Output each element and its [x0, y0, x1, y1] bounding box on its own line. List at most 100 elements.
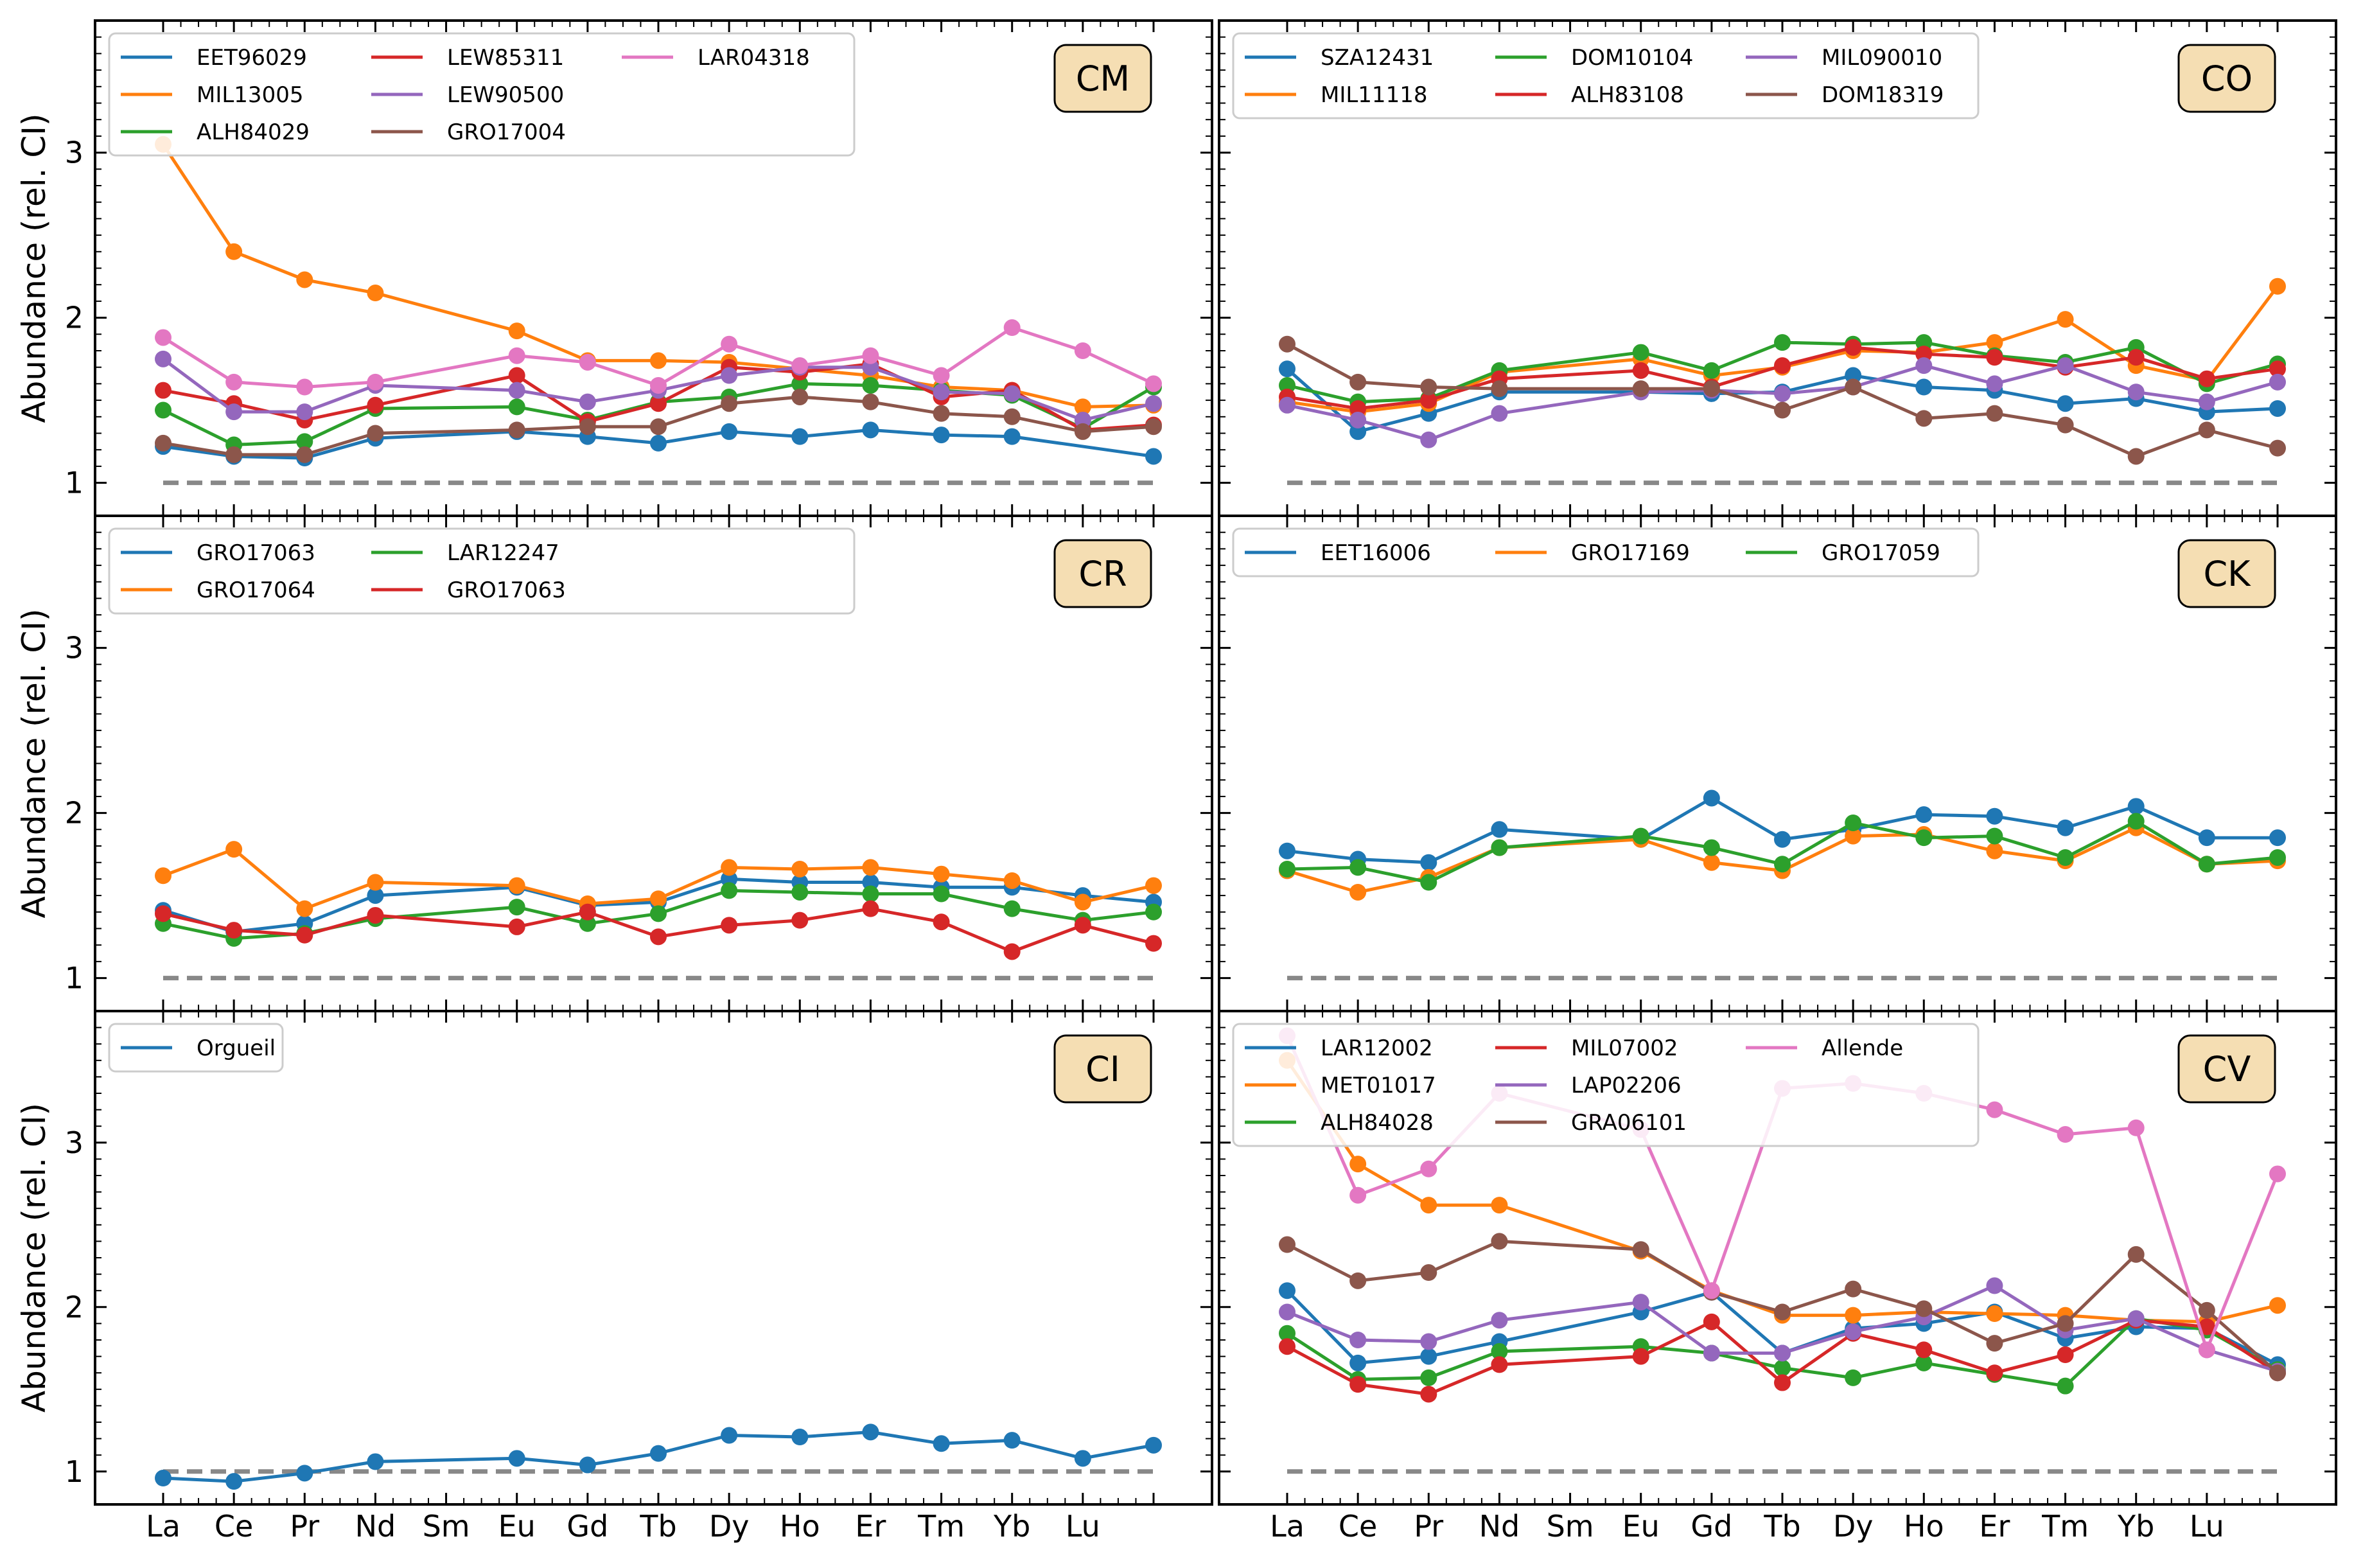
x-tick-label: Gd	[567, 1509, 608, 1544]
data-point	[1774, 856, 1791, 873]
data-point	[1632, 1241, 1649, 1258]
data-point	[508, 1450, 525, 1467]
data-point	[1774, 357, 1791, 374]
data-point	[1986, 1305, 2003, 1323]
x-tick-label: Ce	[1339, 1509, 1377, 1544]
data-point	[933, 913, 950, 931]
data-point	[1003, 1432, 1021, 1449]
data-point	[862, 900, 879, 917]
panel-label: CR	[1078, 554, 1127, 594]
data-point	[1279, 1325, 1296, 1342]
data-point	[1279, 396, 1296, 414]
data-point	[1491, 1356, 1508, 1373]
data-point	[579, 915, 596, 932]
data-point	[155, 350, 171, 367]
x-tick-label: Sm	[1547, 1509, 1594, 1544]
legend-label: DOM10104	[1571, 45, 1693, 71]
data-point	[791, 388, 809, 405]
data-point	[2127, 448, 2145, 465]
legend-label: GRO17059	[1822, 540, 1940, 566]
legend-label: MIL090010	[1822, 45, 1942, 71]
data-point	[791, 1429, 809, 1446]
data-point	[367, 874, 384, 891]
series-line	[1287, 820, 2278, 884]
panel-label-box	[1053, 44, 1152, 113]
data-point	[579, 393, 596, 410]
data-point	[1279, 335, 1296, 353]
data-point	[1349, 411, 1367, 428]
data-point	[367, 373, 384, 391]
data-point	[2269, 277, 2286, 295]
panel-label: CO	[2201, 58, 2253, 99]
data-point	[296, 1465, 313, 1482]
data-point	[1491, 821, 1508, 838]
data-point	[1145, 935, 1162, 952]
data-point	[1915, 1300, 1933, 1317]
data-point	[1986, 842, 2003, 859]
legend-label: GRO17063	[447, 577, 566, 603]
data-point	[1703, 1282, 1720, 1299]
series-line	[162, 395, 1154, 457]
data-point	[1986, 1101, 2003, 1118]
data-point	[1349, 1376, 1367, 1393]
data-point	[650, 1445, 667, 1462]
data-point	[2198, 421, 2215, 439]
panel-label: CV	[2203, 1049, 2251, 1089]
data-point	[1003, 872, 1021, 889]
data-point	[1003, 408, 1021, 425]
legend-label: SZA12431	[1321, 45, 1434, 71]
data-point	[1915, 410, 1933, 427]
axes-frame	[94, 1010, 1213, 1506]
panel-label: CI	[1085, 1049, 1120, 1089]
x-tick-label: Ho	[780, 1509, 820, 1544]
legend-label: LAR04318	[698, 45, 810, 71]
data-point	[862, 874, 879, 891]
legend-label: Orgueil	[197, 1035, 276, 1061]
data-point	[296, 403, 313, 421]
data-point	[225, 922, 243, 939]
data-point	[1349, 1186, 1367, 1204]
data-point	[1491, 1197, 1508, 1214]
data-point	[791, 375, 809, 392]
data-point	[367, 887, 384, 904]
data-point	[1915, 1354, 1933, 1371]
series-line	[1287, 826, 2278, 894]
data-point	[1420, 1348, 1437, 1365]
series-line	[162, 1430, 1154, 1483]
x-tick-label: Eu	[1622, 1509, 1660, 1544]
data-point	[721, 1427, 738, 1444]
legend-label: ALH84029	[197, 119, 310, 145]
x-tick-label: Er	[1979, 1509, 2010, 1544]
data-point	[155, 382, 171, 399]
data-point	[2057, 1126, 2074, 1143]
data-point	[1491, 380, 1508, 398]
data-point	[933, 885, 950, 903]
data-point	[1145, 448, 1162, 465]
y-tick-label: 3	[65, 631, 83, 665]
data-point	[1145, 375, 1162, 392]
data-point	[650, 376, 667, 394]
data-point	[791, 428, 809, 445]
data-point	[1145, 877, 1162, 894]
data-point	[508, 421, 525, 439]
x-tick-label: Eu	[498, 1509, 536, 1544]
data-point	[2057, 357, 2074, 374]
data-point	[1279, 1338, 1296, 1355]
data-point	[1986, 1364, 2003, 1382]
data-point	[579, 1456, 596, 1474]
data-point	[1915, 334, 1933, 351]
data-point	[1774, 1344, 1791, 1362]
data-point	[1074, 894, 1091, 911]
x-tick-label: Nd	[355, 1509, 396, 1544]
data-point	[155, 401, 171, 419]
y-tick-label: 2	[65, 1290, 83, 1325]
series-group	[155, 841, 1162, 960]
series-line	[162, 907, 1154, 953]
data-point	[1279, 376, 1296, 394]
series-line	[162, 357, 1154, 422]
data-point	[2127, 1119, 2145, 1136]
data-point	[2057, 1377, 2074, 1395]
data-point	[1986, 807, 2003, 825]
data-point	[1632, 827, 1649, 845]
